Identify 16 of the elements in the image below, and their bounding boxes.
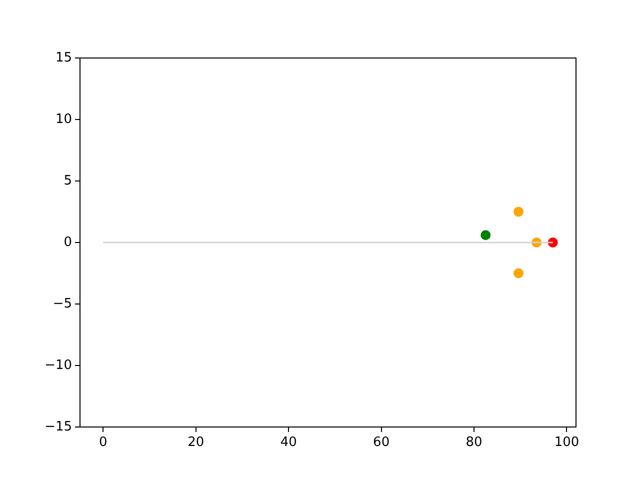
point [514,268,524,278]
x-tick-label: 100 [554,435,580,450]
y-tick-label: −15 [44,419,72,434]
point [514,206,524,217]
y-tick-label: −5 [52,296,72,312]
x-tick-label: 60 [373,435,390,450]
x-tick-label: 20 [188,435,204,450]
x-tick-label: 40 [280,435,297,450]
y-tick-label: −10 [44,358,72,373]
y-tick-label: 15 [55,50,72,66]
point [480,230,491,240]
x-tick-label: 80 [466,435,482,450]
y-tick-label: 10 [55,112,72,127]
y-tick-label: 0 [64,234,72,250]
y-tick-label: 5 [64,173,72,188]
x-tick-label: 0 [99,435,108,450]
